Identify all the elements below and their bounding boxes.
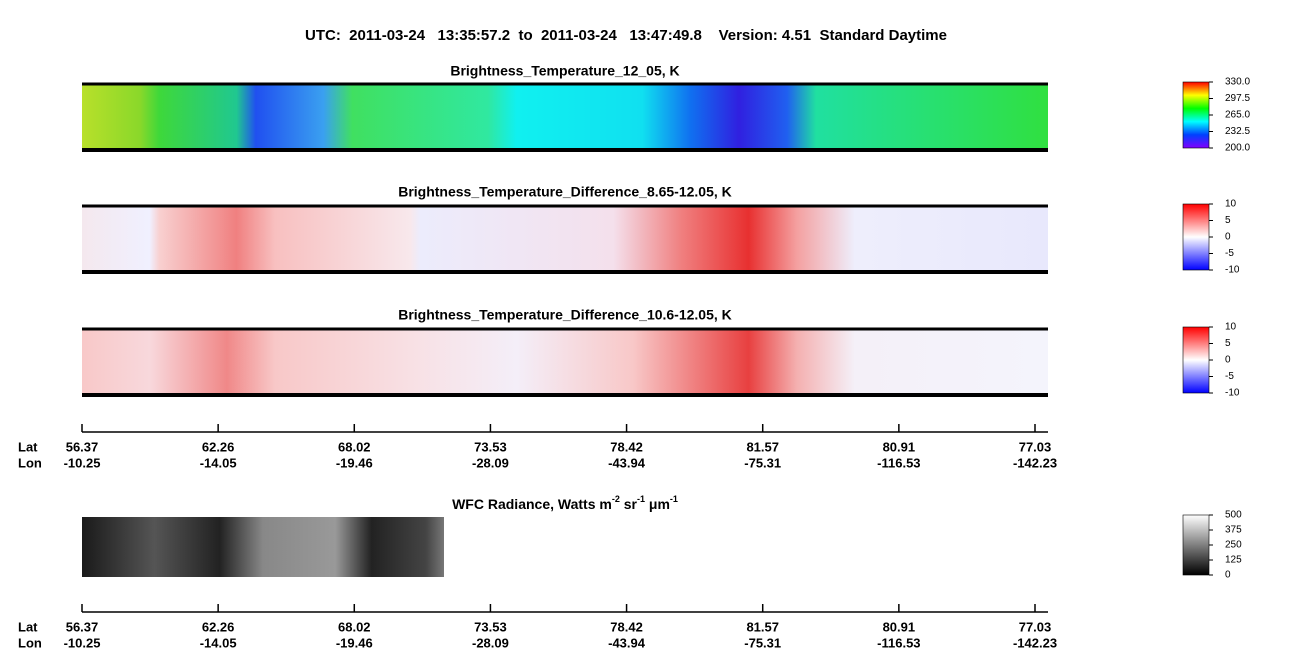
colorbar-tick-label: -10 [1225, 265, 1240, 276]
colorbar-tick-label: 297.5 [1225, 93, 1250, 104]
lon-tick-label: -19.46 [336, 455, 373, 470]
panel-title: WFC Radiance, Watts m-2 sr-1 μm-1 [452, 494, 678, 511]
lon-label: Lon [18, 635, 42, 650]
panel-title: Brightness_Temperature_Difference_8.65-1… [398, 184, 732, 200]
colorbar-tick-label: 250 [1225, 540, 1242, 551]
panel-title: Brightness_Temperature_12_05, K [450, 63, 679, 79]
lat-label: Lat [18, 619, 38, 634]
panel-title: Brightness_Temperature_Difference_10.6-1… [398, 307, 732, 323]
lat-tick-label: 62.26 [202, 619, 235, 634]
colorbar-tick-label: 232.5 [1225, 126, 1250, 137]
lat-tick-label: 77.03 [1019, 439, 1052, 454]
colorbar [1182, 514, 1210, 576]
lon-tick-label: -14.05 [200, 455, 237, 470]
lat-tick-label: 78.42 [610, 619, 643, 634]
lon-tick-label: -14.05 [200, 635, 237, 650]
lon-tick-label: -28.09 [472, 635, 509, 650]
title-part: μm [645, 496, 670, 512]
colorbar-tick-label: 10 [1225, 199, 1237, 210]
lon-tick-label: -75.31 [744, 635, 781, 650]
image-panel [82, 329, 1048, 395]
lon-tick-label: -43.94 [608, 635, 646, 650]
colorbar-tick-label: 265.0 [1225, 110, 1250, 121]
title-part: WFC Radiance, Watts m [452, 496, 612, 512]
lon-tick-label: -116.53 [877, 455, 920, 470]
colorbar [1182, 203, 1210, 271]
colorbar-tick-label: 0 [1225, 232, 1231, 243]
title-part: sr [620, 496, 638, 512]
lon-tick-label: -43.94 [608, 455, 646, 470]
colorbar-tick-label: 375 [1225, 525, 1242, 536]
lat-tick-label: 80.91 [883, 619, 916, 634]
colorbar-tick-label: 0 [1225, 570, 1231, 581]
colorbar-tick-label: -5 [1225, 248, 1234, 259]
page-title: UTC: 2011-03-24 13:35:57.2 to 2011-03-24… [305, 27, 947, 44]
lon-tick-label: -28.09 [472, 455, 509, 470]
lon-tick-label: -19.46 [336, 635, 373, 650]
lat-tick-label: 56.37 [66, 619, 99, 634]
lat-tick-label: 56.37 [66, 439, 99, 454]
lon-tick-label: -142.23 [1013, 455, 1057, 470]
lon-label: Lon [18, 455, 42, 470]
lon-tick-label: -75.31 [744, 455, 781, 470]
lat-tick-label: 73.53 [474, 619, 507, 634]
lon-tick-label: -116.53 [877, 635, 920, 650]
lat-tick-label: 77.03 [1019, 619, 1052, 634]
colorbar [1182, 326, 1210, 394]
lat-tick-label: 62.26 [202, 439, 235, 454]
colorbar-tick-label: 500 [1225, 510, 1242, 521]
colorbar-tick-label: 5 [1225, 338, 1231, 349]
colorbar-tick-label: 5 [1225, 215, 1231, 226]
lon-tick-label: -10.25 [64, 635, 101, 650]
colorbar-tick-label: 0 [1225, 355, 1231, 366]
colorbar-tick-label: 330.0 [1225, 77, 1250, 88]
title-part: -2 [612, 494, 620, 504]
lat-tick-label: 81.57 [746, 619, 779, 634]
lat-tick-label: 81.57 [746, 439, 779, 454]
lat-label: Lat [18, 439, 38, 454]
lon-tick-label: -10.25 [64, 455, 101, 470]
image-panel [82, 517, 444, 577]
lat-tick-label: 80.91 [883, 439, 916, 454]
lat-tick-label: 78.42 [610, 439, 643, 454]
colorbar-tick-label: -10 [1225, 388, 1240, 399]
image-panel [82, 206, 1048, 272]
title-part: -1 [670, 494, 678, 504]
colorbar [1182, 81, 1210, 149]
lat-tick-label: 68.02 [338, 439, 371, 454]
image-panel [82, 84, 1048, 150]
colorbar-tick-label: 10 [1225, 322, 1237, 333]
lon-tick-label: -142.23 [1013, 635, 1057, 650]
colorbar-tick-label: -5 [1225, 371, 1234, 382]
colorbar-tick-label: 200.0 [1225, 143, 1250, 154]
lat-tick-label: 68.02 [338, 619, 371, 634]
title-part: -1 [637, 494, 645, 504]
colorbar-tick-label: 125 [1225, 555, 1242, 566]
lat-tick-label: 73.53 [474, 439, 507, 454]
